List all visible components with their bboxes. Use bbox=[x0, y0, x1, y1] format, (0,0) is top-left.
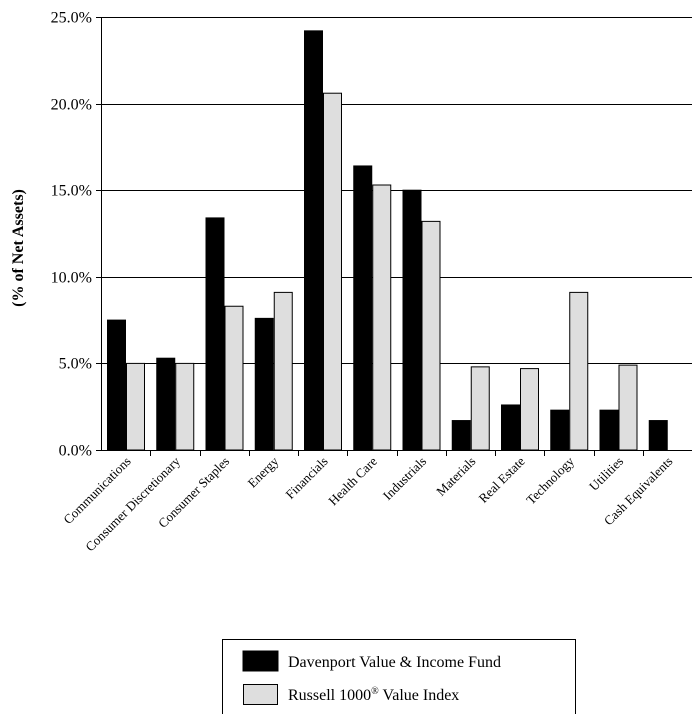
legend-label-index-sup: ® bbox=[371, 686, 379, 697]
bar-fund bbox=[599, 409, 619, 451]
bar-fund bbox=[304, 30, 323, 451]
bar-fund bbox=[451, 420, 471, 451]
y-tick-label: 5.0% bbox=[59, 356, 92, 373]
x-tick-label: Energy bbox=[245, 453, 282, 490]
y-tick-labels: 0.0% 5.0% 10.0% 15.0% 20.0% 25.0% bbox=[51, 10, 92, 460]
x-tick-label: Technology bbox=[523, 453, 577, 507]
y-axis-label: (% of Net Assets) bbox=[10, 189, 27, 307]
y-tick-label: 0.0% bbox=[59, 443, 92, 460]
bar-index bbox=[569, 291, 589, 451]
bar-fund bbox=[107, 319, 126, 451]
legend-box bbox=[222, 639, 576, 714]
bar-fund bbox=[156, 357, 176, 451]
x-tick-label: Health Care bbox=[325, 453, 380, 508]
legend-label-fund: Davenport Value & Income Fund bbox=[288, 654, 501, 671]
y-tick-label: 25.0% bbox=[51, 10, 92, 27]
bar-fund bbox=[501, 404, 520, 451]
x-tick-label: Real Estate bbox=[476, 453, 528, 505]
x-tick-label: Financials bbox=[282, 454, 330, 502]
y-tick-label: 15.0% bbox=[51, 183, 92, 200]
legend-label-index: Russell 1000® Value Index bbox=[288, 686, 459, 704]
bar-fund bbox=[402, 189, 422, 451]
legend-swatch-fund bbox=[242, 650, 279, 672]
bar-index bbox=[126, 362, 145, 451]
bar-index bbox=[273, 291, 293, 451]
bar-index bbox=[224, 305, 244, 451]
bar-fund bbox=[648, 420, 668, 451]
y-tick-label: 20.0% bbox=[51, 97, 92, 114]
bars bbox=[107, 30, 668, 451]
bar-fund bbox=[254, 317, 274, 451]
x-tick-label: Utilities bbox=[586, 454, 626, 494]
gridlines bbox=[101, 17, 692, 364]
legend-swatch-index bbox=[243, 684, 278, 705]
x-tick-label: Materials bbox=[433, 454, 478, 499]
bar-index bbox=[372, 184, 392, 451]
legend: Davenport Value & Income Fund Russell 10… bbox=[222, 639, 576, 714]
bar-index bbox=[175, 362, 195, 451]
x-tick-label: Consumer Discretionary bbox=[82, 453, 183, 554]
x-tick-label: Industrials bbox=[380, 454, 429, 503]
bar-index bbox=[323, 92, 342, 451]
legend-label-index-main: Russell 1000 bbox=[288, 687, 371, 704]
y-tick-label: 10.0% bbox=[51, 270, 92, 287]
bar-index bbox=[618, 364, 638, 451]
bar-index bbox=[470, 366, 490, 451]
bar-fund bbox=[353, 165, 373, 451]
bar-fund bbox=[205, 217, 225, 451]
bar-index bbox=[520, 368, 539, 451]
axes bbox=[96, 17, 692, 456]
legend-label-index-suffix: Value Index bbox=[379, 687, 460, 704]
bar-index bbox=[421, 220, 441, 451]
bar-fund bbox=[550, 409, 570, 451]
